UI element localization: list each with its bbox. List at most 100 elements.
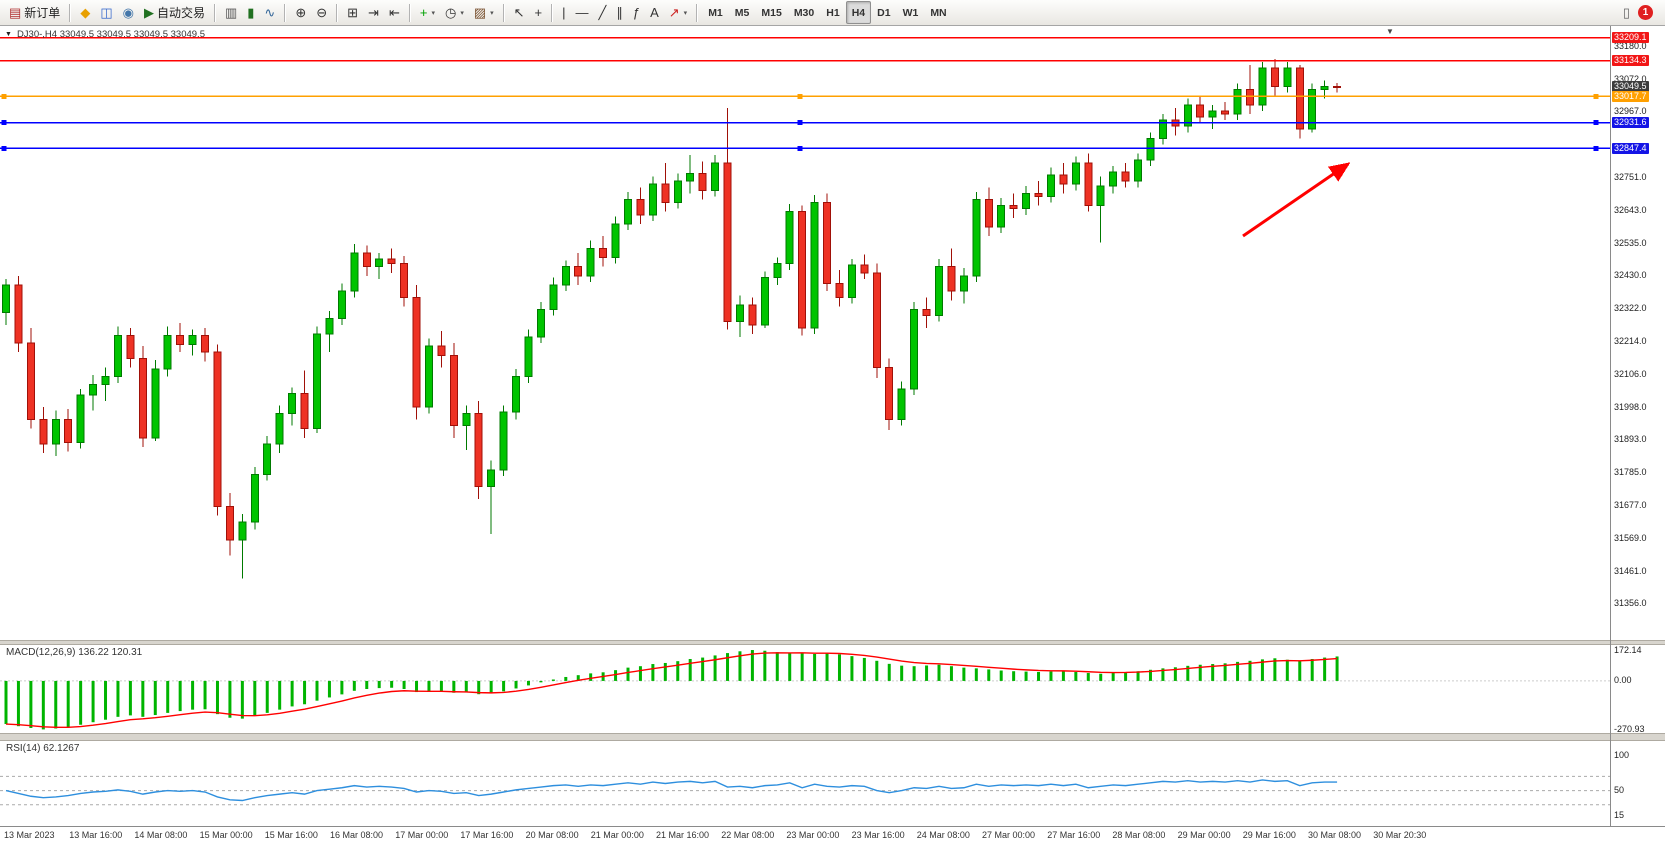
auto-scroll-icon: ⇥ [368,5,379,20]
autotrade-button[interactable]: ▶ 自动交易 [139,1,210,24]
rsi-axis-label: 50 [1614,785,1625,796]
crosshair-button[interactable]: + [530,1,548,24]
fibonacci-tool-button[interactable]: ƒ [628,1,645,24]
crosshair-icon: + [534,5,543,20]
zoom-in-icon: ⊕ [295,5,307,20]
zoom-in-button[interactable]: ⊕ [290,1,311,24]
time-label: 24 Mar 08:00 [916,830,970,840]
time-label: 28 Mar 08:00 [1112,830,1166,840]
price-axis[interactable]: 33209.1 33180.0 33134.3 33072.0 33049.5 33017… [1610,26,1665,826]
line-handle[interactable] [1,120,7,126]
toolbar-separator [408,3,411,22]
tf-m15-button[interactable]: M15 [761,6,782,19]
tf-m1-button[interactable]: M1 [708,6,723,19]
panel-separator[interactable] [0,640,1665,645]
zoom-out-button[interactable]: ⊖ [311,1,332,24]
tf-h1-button[interactable]: H1 [826,6,840,19]
tf-h4-button[interactable]: H4 [845,1,872,24]
macd-histogram [4,650,1339,730]
tf-d1-button[interactable]: D1 [877,6,891,19]
vertical-line-tool-button[interactable]: | [557,1,570,24]
price-label: 32322.0 [1614,303,1647,314]
tile-windows-icon: ⊞ [347,5,359,20]
tile-windows-button[interactable]: ⊞ [342,1,363,24]
tf-mn-button[interactable]: MN [930,6,947,19]
price-label: 32967.0 [1614,106,1647,117]
time-label: 29 Mar 00:00 [1177,830,1231,840]
notification-badge[interactable]: 1 [1638,5,1653,20]
rsi-label: RSI(14) 62.1267 [6,743,80,754]
candles-layer [2,58,1342,579]
arrows-tool-button[interactable]: ↗ ▾ [664,1,692,24]
line-handle[interactable] [1,145,7,151]
fibonacci-tool-icon: ƒ [632,5,641,20]
line-handle[interactable] [1593,145,1599,151]
time-label: 30 Mar 20:30 [1373,830,1427,840]
tf-m5-button[interactable]: M5 [734,6,750,19]
time-label: 21 Mar 16:00 [656,830,710,840]
rsi-panel: RSI(14) 62.1267 [0,741,1610,826]
indicators-icon: + [419,5,428,20]
community-icon: ◉ [122,5,134,20]
time-label: 15 Mar 00:00 [199,830,253,840]
line-handle[interactable] [1593,120,1599,126]
mobile-icon: ▯ [1622,5,1630,20]
toolbar-separator [336,3,339,22]
price-tag: 33049.5 [1612,81,1649,93]
line-handle[interactable] [797,120,803,126]
text-tool-icon: A [650,5,659,20]
line-chart-button[interactable]: ∿ [259,1,280,24]
arrows-tool-icon: ↗ [668,5,680,20]
time-label: 15 Mar 16:00 [264,830,318,840]
candlestick-chart-button[interactable]: ▮ [242,1,259,24]
bar-chart-button[interactable]: ▥ [220,1,242,24]
price-tag: 33209.1 [1612,32,1649,44]
tf-w1-button[interactable]: W1 [902,6,919,19]
arrow-annotation[interactable] [1242,162,1351,238]
text-tool-button[interactable]: A [645,1,664,24]
metaeditor-icon: ◆ [80,5,91,20]
channel-tool-button[interactable]: ∥ [611,1,628,24]
toolbar-separator [69,3,72,22]
chart-shift-marker[interactable]: ▼ [1386,27,1394,36]
trendline-tool-button[interactable]: ╱ [594,1,612,24]
line-handle[interactable] [1593,93,1599,99]
candlestick-chart-icon: ▮ [247,5,255,20]
periods-button[interactable]: ◷ ▾ [440,1,469,24]
line-handle[interactable] [797,93,803,99]
price-tag: 32847.4 [1612,142,1649,154]
price-label: 31785.0 [1614,467,1647,478]
toolbar-separator [284,3,287,22]
community-button[interactable]: ◉ [118,1,139,24]
vertical-line-tool-icon: | [562,5,566,20]
dropdown-arrow-icon: ▾ [431,9,435,17]
line-handle[interactable] [1,93,7,99]
cursor-button[interactable]: ↖ [509,1,530,24]
price-label: 31893.0 [1614,434,1647,445]
time-label: 27 Mar 16:00 [1047,830,1101,840]
panel-separator[interactable] [0,733,1665,741]
channel-tool-icon: ∥ [616,5,623,20]
autotrade-label: 自动交易 [156,6,205,20]
window-menu-icon[interactable]: ▼ [5,31,12,38]
chart-shift-button[interactable]: ⇤ [384,1,405,24]
rsi-chart [0,775,1610,806]
new-order-button[interactable]: ▤ 新订单 [4,1,65,24]
horizontal-line-tool-button[interactable]: — [571,1,594,24]
metaeditor-button[interactable]: ◆ [75,1,95,24]
time-axis[interactable]: 13 Mar 2023 13 Mar 16:00 14 Mar 08:00 15 Ma… [0,826,1665,844]
price-label: 32106.0 [1614,369,1647,380]
toolbar-separator [213,3,216,22]
templates-button[interactable]: ▨ ▾ [469,1,499,24]
market-button[interactable]: ◫ [95,1,117,24]
indicators-button[interactable]: + ▾ [415,1,440,24]
tf-m30-button[interactable]: M30 [793,6,815,19]
line-handle[interactable] [797,145,803,151]
hlines-layer [0,37,1610,151]
candlestick-chart[interactable] [0,26,1610,640]
price-label: 31569.0 [1614,533,1647,544]
price-tag: 32931.6 [1612,117,1649,129]
mobile-button[interactable]: ▯ [1618,1,1635,24]
chart-title-bar: ▼ DJ30-,H4 33049.5 33049.5 33049.5 33049… [5,29,205,40]
auto-scroll-button[interactable]: ⇥ [363,1,384,24]
